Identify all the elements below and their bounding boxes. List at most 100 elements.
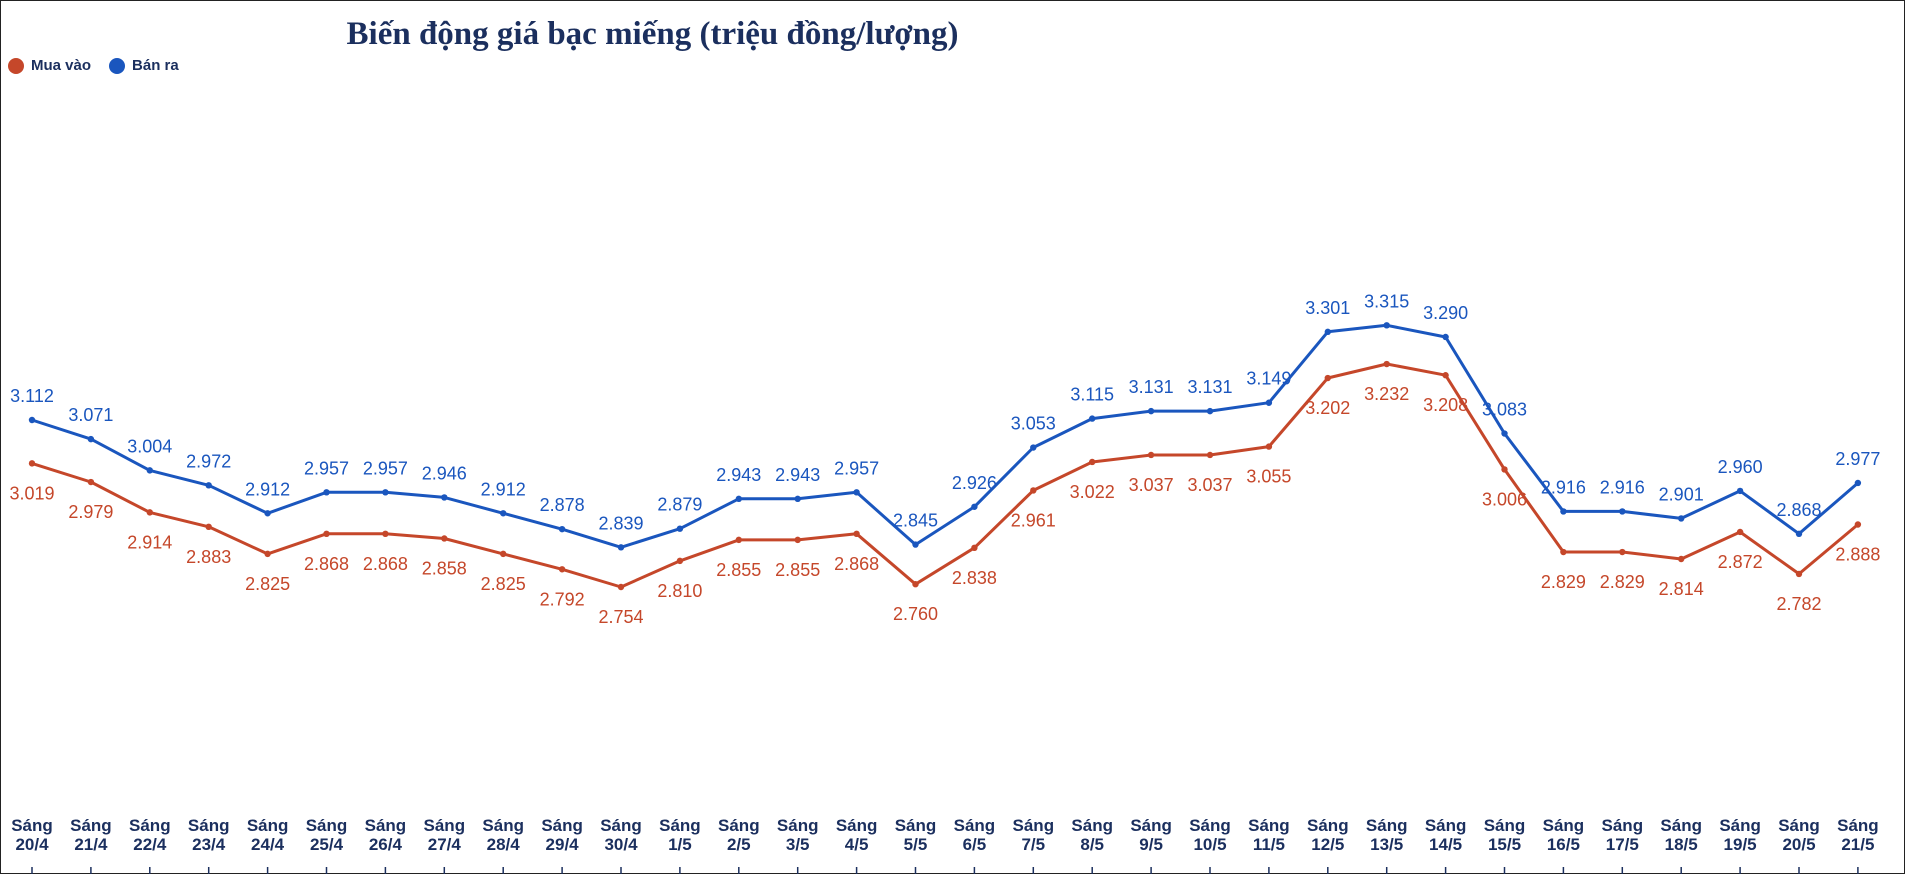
x-tick-label-11: Sáng 1/5	[659, 816, 701, 854]
data-label-ban-ra-4: 2.912	[245, 479, 290, 499]
data-label-ban-ra-7: 2.946	[422, 463, 467, 483]
point-ban-ra-4[interactable]	[264, 510, 271, 517]
point-mua-vao-31[interactable]	[1854, 521, 1862, 528]
x-tick-label-21: Sáng 11/5	[1248, 816, 1290, 854]
point-ban-ra-6[interactable]	[382, 489, 389, 496]
point-ban-ra-19[interactable]	[1147, 407, 1155, 415]
x-tick-label-31: Sáng 21/5	[1837, 816, 1879, 854]
point-ban-ra-30[interactable]	[1795, 530, 1803, 538]
point-mua-vao-2[interactable]	[146, 509, 153, 516]
point-ban-ra-8[interactable]	[500, 510, 507, 517]
point-ban-ra-9[interactable]	[558, 525, 566, 533]
x-tick-label-4: Sáng 24/4	[247, 816, 289, 854]
point-ban-ra-22[interactable]	[1324, 328, 1332, 336]
point-ban-ra-27[interactable]	[1619, 508, 1626, 515]
x-tick-label-29: Sáng 19/5	[1719, 816, 1761, 854]
point-ban-ra-15[interactable]	[912, 541, 919, 548]
point-mua-vao-0[interactable]	[28, 460, 36, 467]
point-mua-vao-15[interactable]	[912, 581, 919, 588]
data-label-mua-vao-6: 2.868	[363, 554, 408, 574]
point-mua-vao-30[interactable]	[1795, 570, 1803, 578]
point-mua-vao-13[interactable]	[794, 536, 801, 544]
legend: Mua vào Bán ra	[8, 57, 197, 74]
point-ban-ra-0[interactable]	[28, 416, 36, 424]
point-ban-ra-31[interactable]	[1854, 479, 1862, 487]
point-mua-vao-16[interactable]	[971, 544, 978, 552]
point-mua-vao-27[interactable]	[1619, 548, 1626, 556]
point-mua-vao-7[interactable]	[441, 535, 448, 542]
point-mua-vao-5[interactable]	[323, 530, 330, 538]
point-mua-vao-11[interactable]	[676, 557, 684, 565]
point-mua-vao-20[interactable]	[1206, 451, 1214, 459]
point-mua-vao-29[interactable]	[1736, 528, 1744, 536]
point-mua-vao-1[interactable]	[87, 478, 95, 486]
data-label-mua-vao-17: 2.961	[1011, 510, 1056, 530]
point-ban-ra-14[interactable]	[853, 489, 860, 496]
point-ban-ra-11[interactable]	[676, 525, 684, 532]
legend-item-mua-vao[interactable]: Mua vào	[8, 57, 91, 74]
data-label-ban-ra-23: 3.315	[1364, 291, 1409, 311]
point-mua-vao-22[interactable]	[1324, 374, 1332, 382]
point-ban-ra-16[interactable]	[971, 503, 978, 510]
point-ban-ra-5[interactable]	[323, 489, 330, 496]
x-tick-label-26: Sáng 16/5	[1543, 816, 1585, 854]
data-label-mua-vao-5: 2.868	[304, 554, 349, 574]
data-label-mua-vao-8: 2.825	[481, 574, 526, 594]
point-ban-ra-7[interactable]	[441, 494, 448, 501]
point-ban-ra-28[interactable]	[1678, 515, 1685, 522]
point-ban-ra-23[interactable]	[1383, 322, 1390, 329]
point-mua-vao-23[interactable]	[1383, 360, 1390, 368]
point-mua-vao-24[interactable]	[1442, 372, 1449, 379]
data-label-mua-vao-19: 3.037	[1129, 475, 1174, 495]
data-label-ban-ra-18: 3.115	[1070, 385, 1114, 405]
point-ban-ra-3[interactable]	[205, 482, 212, 489]
point-ban-ra-1[interactable]	[87, 435, 95, 443]
data-label-ban-ra-6: 2.957	[363, 458, 408, 478]
point-mua-vao-19[interactable]	[1147, 451, 1155, 459]
point-mua-vao-3[interactable]	[205, 523, 212, 531]
point-ban-ra-29[interactable]	[1736, 487, 1744, 495]
data-label-ban-ra-12: 2.943	[716, 465, 761, 485]
point-mua-vao-25[interactable]	[1501, 466, 1508, 473]
data-label-mua-vao-11: 2.810	[657, 581, 702, 601]
data-label-mua-vao-15: 2.760	[893, 604, 938, 624]
point-ban-ra-17[interactable]	[1030, 444, 1037, 451]
point-mua-vao-10[interactable]	[617, 583, 625, 591]
data-label-mua-vao-16: 2.838	[952, 568, 997, 588]
data-label-ban-ra-31: 2.977	[1835, 449, 1880, 469]
point-ban-ra-10[interactable]	[617, 544, 625, 551]
point-ban-ra-21[interactable]	[1265, 399, 1273, 406]
point-ban-ra-20[interactable]	[1206, 407, 1214, 415]
x-tick-label-27: Sáng 17/5	[1602, 816, 1644, 854]
series-lines	[31, 323, 1859, 589]
point-mua-vao-17[interactable]	[1030, 487, 1037, 494]
point-ban-ra-12[interactable]	[735, 495, 742, 503]
legend-marker-mua-vao	[8, 57, 24, 74]
point-mua-vao-26[interactable]	[1560, 548, 1567, 556]
point-mua-vao-18[interactable]	[1089, 458, 1096, 466]
point-mua-vao-6[interactable]	[382, 530, 389, 538]
data-label-ban-ra-16: 2.926	[952, 473, 997, 493]
point-ban-ra-26[interactable]	[1560, 508, 1567, 515]
x-axis: Sáng 20/4 Sáng 21/4 Sáng 22/4 Sáng 23/4 Sáng 24/4…	[11, 816, 1879, 874]
data-label-ban-ra-28: 2.901	[1659, 484, 1704, 504]
point-mua-vao-4[interactable]	[264, 550, 271, 558]
data-label-mua-vao-31: 2.888	[1835, 544, 1880, 564]
x-tick-label-28: Sáng 18/5	[1660, 816, 1702, 854]
point-ban-ra-25[interactable]	[1501, 430, 1508, 437]
point-ban-ra-18[interactable]	[1089, 415, 1096, 422]
point-mua-vao-21[interactable]	[1265, 443, 1273, 450]
point-ban-ra-24[interactable]	[1442, 333, 1449, 341]
point-ban-ra-2[interactable]	[146, 467, 153, 474]
point-mua-vao-28[interactable]	[1678, 555, 1685, 563]
point-mua-vao-9[interactable]	[558, 566, 566, 573]
x-tick-label-0: Sáng 20/4	[11, 816, 53, 854]
series-line-ban-ra	[31, 323, 1859, 549]
point-ban-ra-13[interactable]	[794, 495, 801, 503]
point-mua-vao-14[interactable]	[853, 530, 860, 538]
legend-item-ban-ra[interactable]: Bán ra	[109, 57, 179, 74]
point-mua-vao-12[interactable]	[735, 536, 742, 544]
data-label-ban-ra-8: 2.912	[481, 479, 526, 499]
point-mua-vao-8[interactable]	[500, 550, 507, 558]
